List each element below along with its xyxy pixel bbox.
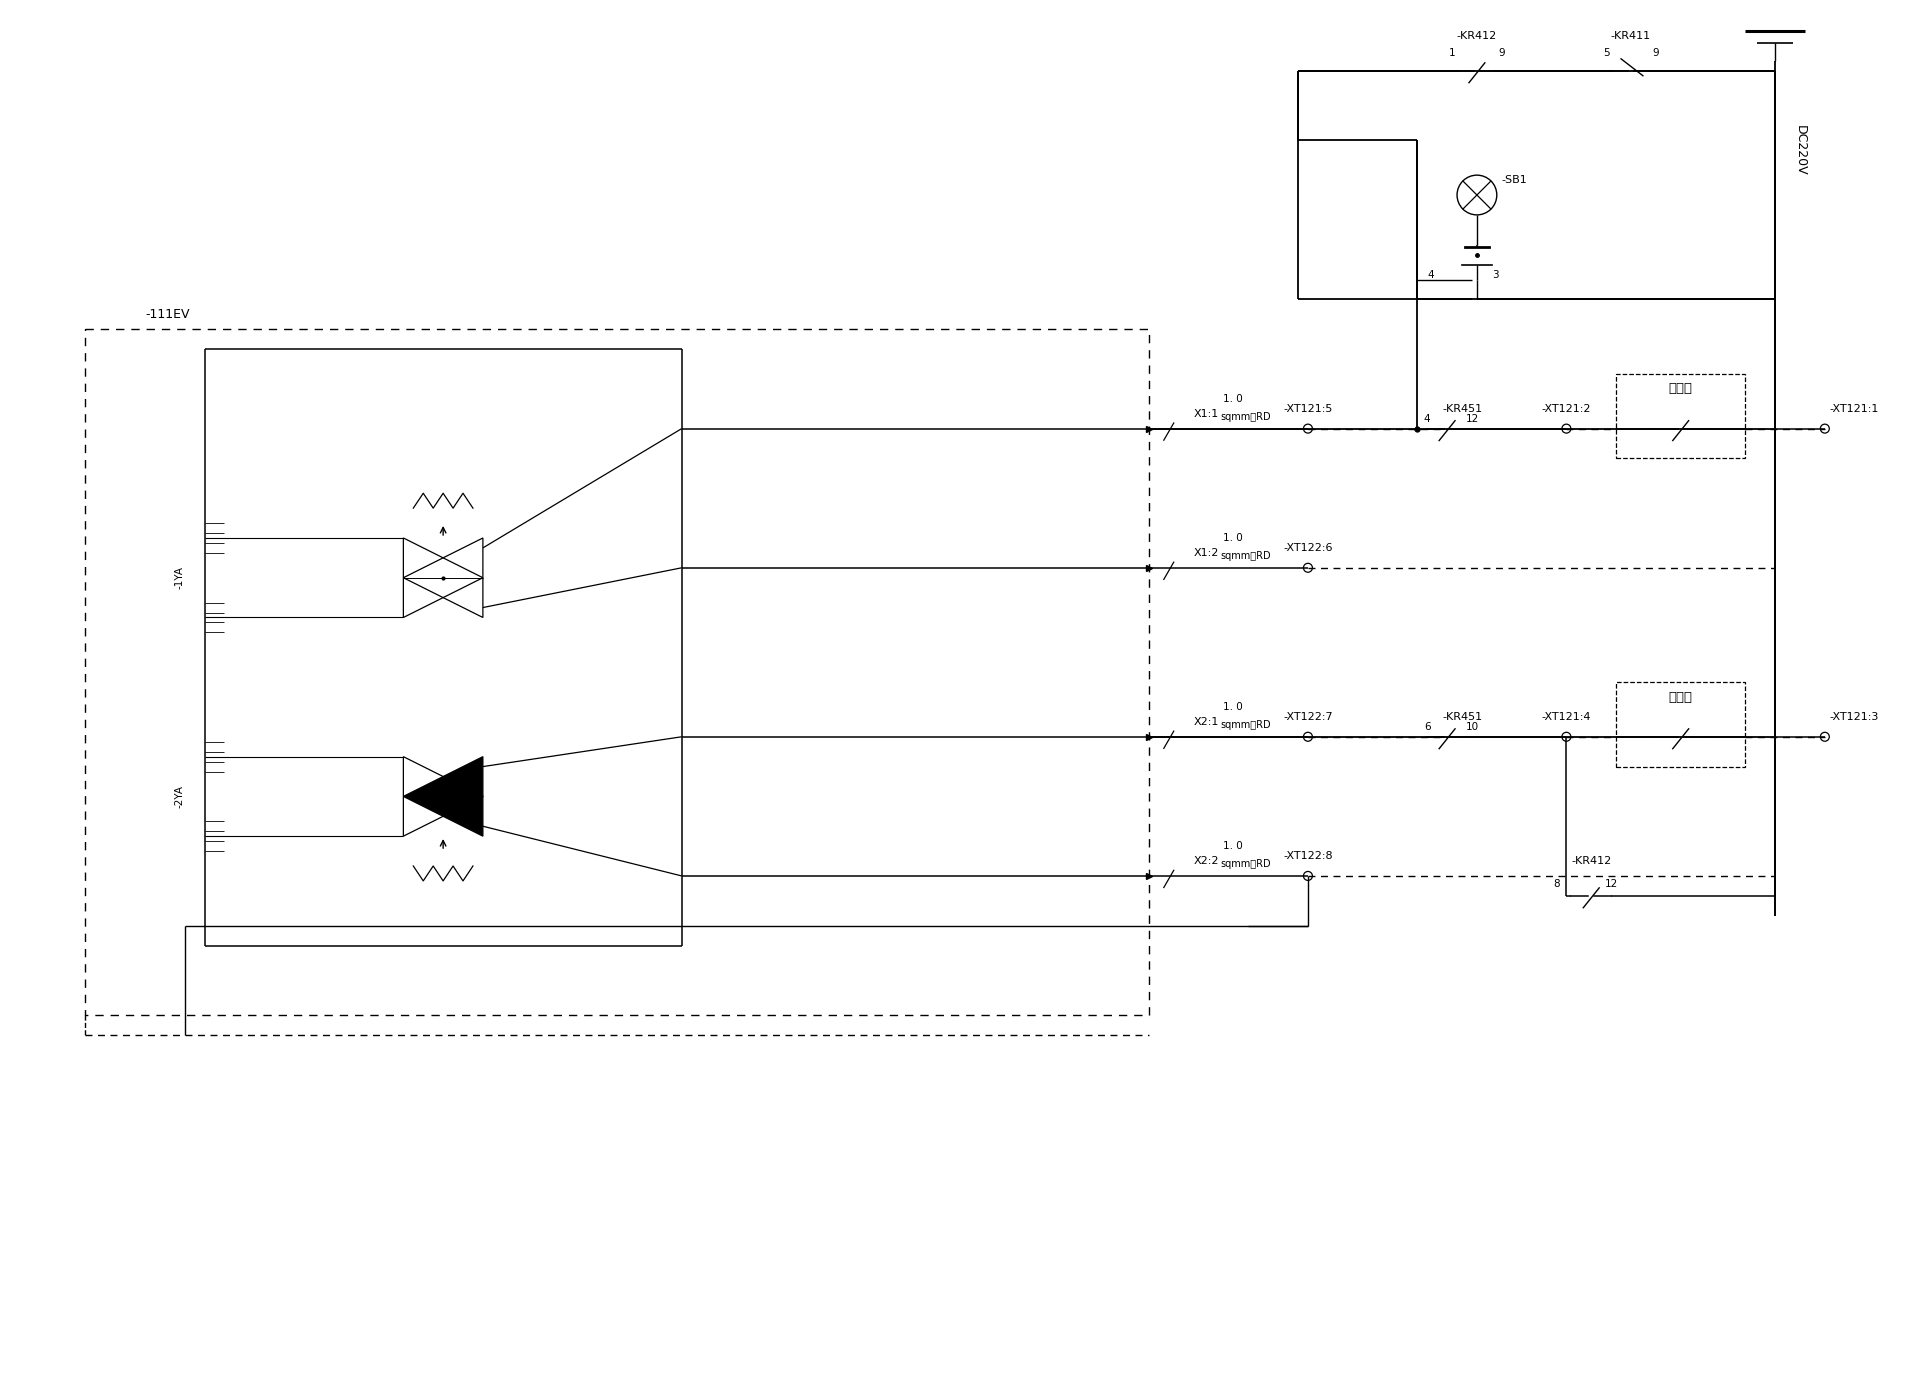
Text: X2:1: X2:1: [1193, 717, 1218, 726]
Text: sqmm，RD: sqmm，RD: [1220, 859, 1271, 869]
Text: 退出令: 退出令: [1670, 690, 1693, 704]
Text: -1YA: -1YA: [175, 566, 185, 590]
Text: 1. 0: 1. 0: [1224, 394, 1244, 404]
Text: 12: 12: [1604, 879, 1618, 888]
Text: 投入令: 投入令: [1670, 383, 1693, 395]
Text: -KR412: -KR412: [1458, 31, 1496, 41]
Text: -KR451: -KR451: [1442, 712, 1483, 722]
Text: X1:2: X1:2: [1193, 548, 1218, 557]
Text: 1. 0: 1. 0: [1224, 841, 1244, 851]
Text: -XT122:6: -XT122:6: [1284, 543, 1332, 553]
Text: 9: 9: [1498, 47, 1506, 57]
Text: sqmm，RD: sqmm，RD: [1220, 719, 1271, 729]
Text: -XT121:5: -XT121:5: [1284, 404, 1332, 414]
Text: X2:2: X2:2: [1193, 856, 1218, 866]
Text: X1:1: X1:1: [1193, 409, 1218, 419]
Text: -XT121:4: -XT121:4: [1542, 712, 1591, 722]
Text: 4: 4: [1427, 270, 1434, 279]
Text: 8: 8: [1554, 879, 1560, 888]
Text: 1. 0: 1. 0: [1224, 701, 1244, 712]
Text: -KR451: -KR451: [1442, 404, 1483, 414]
Polygon shape: [403, 757, 482, 837]
Text: 9: 9: [1652, 47, 1660, 57]
Text: sqmm，RD: sqmm，RD: [1220, 550, 1271, 560]
Text: DC220V: DC220V: [1793, 124, 1807, 176]
Text: -XT122:7: -XT122:7: [1284, 712, 1332, 722]
Text: 4: 4: [1425, 414, 1431, 423]
Text: 1. 0: 1. 0: [1224, 534, 1244, 543]
Text: 10: 10: [1465, 722, 1479, 732]
Text: -XT121:3: -XT121:3: [1830, 712, 1880, 722]
Text: -KR412: -KR412: [1571, 856, 1612, 866]
Text: 6: 6: [1425, 722, 1431, 732]
Text: 12: 12: [1465, 414, 1479, 423]
Text: -111EV: -111EV: [145, 307, 189, 321]
Text: 5: 5: [1602, 47, 1610, 57]
Text: 3: 3: [1492, 270, 1498, 279]
Text: -2YA: -2YA: [175, 785, 185, 807]
Text: -KR411: -KR411: [1612, 31, 1650, 41]
Text: 1: 1: [1448, 47, 1456, 57]
Text: -XT122:8: -XT122:8: [1284, 851, 1332, 861]
Text: -XT121:2: -XT121:2: [1542, 404, 1591, 414]
Text: -SB1: -SB1: [1502, 175, 1527, 186]
Text: sqmm，RD: sqmm，RD: [1220, 412, 1271, 422]
Text: -XT121:1: -XT121:1: [1830, 404, 1880, 414]
